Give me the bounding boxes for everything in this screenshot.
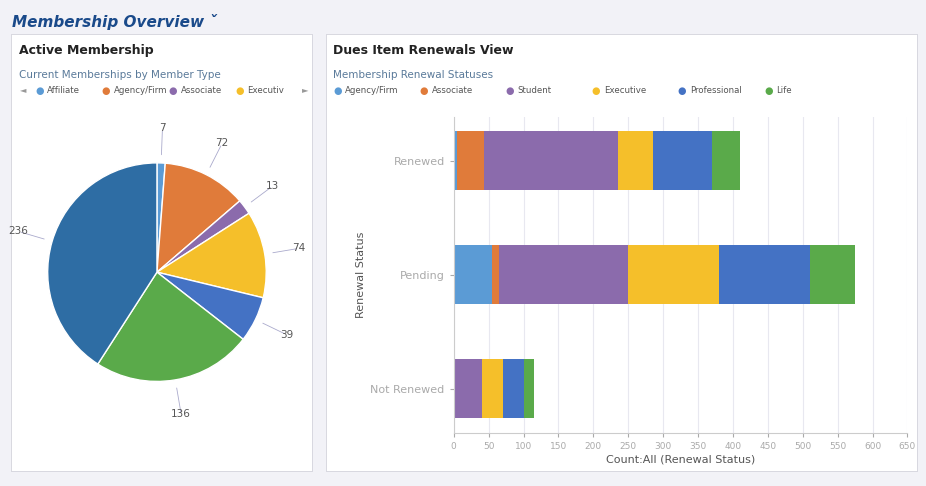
Text: Associate: Associate — [181, 86, 222, 95]
Wedge shape — [157, 272, 263, 339]
Y-axis label: Renewal Status: Renewal Status — [357, 231, 367, 318]
Wedge shape — [156, 163, 165, 272]
Bar — [454, 359, 482, 418]
Text: ●: ● — [419, 86, 428, 96]
Text: ●: ● — [506, 86, 514, 96]
Text: Associate: Associate — [432, 86, 473, 95]
Text: Affiliate: Affiliate — [47, 86, 81, 95]
Wedge shape — [157, 201, 249, 272]
Bar — [454, 131, 457, 190]
Bar — [809, 245, 855, 304]
Bar — [523, 359, 534, 418]
Bar — [454, 245, 492, 304]
Bar — [483, 131, 618, 190]
Text: ●: ● — [764, 86, 772, 96]
Text: 74: 74 — [293, 243, 306, 253]
Text: Agency/Firm: Agency/Firm — [345, 86, 399, 95]
Text: Student: Student — [518, 86, 552, 95]
Text: 7: 7 — [159, 123, 166, 133]
Bar — [618, 131, 653, 190]
Bar — [499, 245, 628, 304]
Text: ●: ● — [169, 86, 177, 96]
Bar — [719, 245, 809, 304]
Text: ●: ● — [102, 86, 110, 96]
Wedge shape — [157, 213, 266, 298]
Text: 13: 13 — [266, 181, 280, 191]
Text: Membership Renewal Statuses: Membership Renewal Statuses — [333, 70, 494, 81]
Text: 136: 136 — [171, 409, 191, 419]
Bar — [457, 131, 483, 190]
Text: Executiv: Executiv — [247, 86, 284, 95]
Text: ►: ► — [302, 86, 308, 95]
Text: Membership Overview ˇ: Membership Overview ˇ — [12, 14, 217, 30]
Wedge shape — [48, 163, 157, 364]
Text: Life: Life — [776, 86, 792, 95]
Wedge shape — [98, 272, 244, 382]
Text: Professional: Professional — [690, 86, 742, 95]
Text: Active Membership: Active Membership — [19, 44, 153, 57]
Bar — [503, 359, 523, 418]
Text: ●: ● — [678, 86, 686, 96]
X-axis label: Count:All (Renewal Status): Count:All (Renewal Status) — [606, 455, 756, 465]
Text: Dues Item Renewals View: Dues Item Renewals View — [333, 44, 514, 57]
Text: ●: ● — [333, 86, 342, 96]
Text: 39: 39 — [281, 330, 294, 340]
Text: ●: ● — [235, 86, 244, 96]
Bar — [492, 245, 499, 304]
Text: Agency/Firm: Agency/Firm — [114, 86, 168, 95]
Bar — [653, 131, 712, 190]
Bar — [482, 359, 503, 418]
Wedge shape — [157, 163, 240, 272]
Text: ●: ● — [592, 86, 600, 96]
Text: 72: 72 — [216, 139, 229, 148]
Text: ◄: ◄ — [20, 86, 27, 95]
Text: Current Memberships by Member Type: Current Memberships by Member Type — [19, 70, 220, 81]
Text: 236: 236 — [8, 226, 29, 237]
Bar — [712, 131, 740, 190]
Text: Executive: Executive — [604, 86, 646, 95]
Bar — [628, 245, 719, 304]
Text: ●: ● — [35, 86, 44, 96]
